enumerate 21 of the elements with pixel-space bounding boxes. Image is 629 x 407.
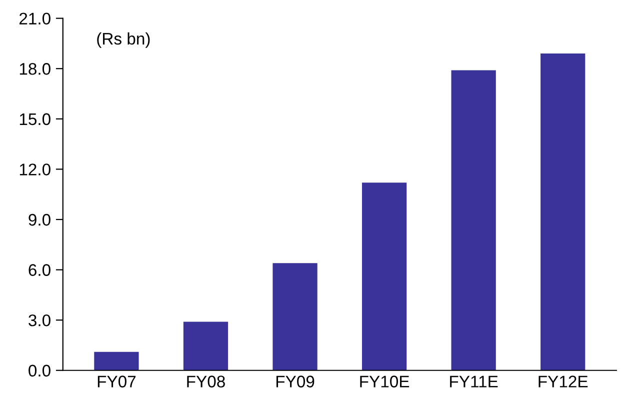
- bar: [362, 182, 407, 370]
- y-tick-label: 18.0: [20, 63, 50, 75]
- y-tick-label: 15.0: [20, 113, 50, 126]
- y-tick-label: 9.0: [28, 214, 50, 226]
- y-tick-label: 12.0: [20, 164, 50, 176]
- bar: [183, 322, 228, 370]
- x-tick-label: FY10E: [360, 376, 410, 388]
- bar: [540, 54, 586, 370]
- y-tick-label: 3.0: [28, 314, 50, 326]
- y-tick-label: 0.0: [28, 364, 50, 377]
- x-tick-label: FY12E: [538, 376, 588, 388]
- x-tick-label: FY11E: [450, 376, 498, 388]
- x-tick-label: FY08: [187, 376, 225, 388]
- x-tick-label: FY09: [276, 376, 314, 388]
- y-tick-label: 21.0: [20, 12, 50, 25]
- bar: [94, 352, 139, 370]
- x-tick-label: FY07: [98, 376, 136, 388]
- bar: [451, 70, 496, 370]
- bar: [272, 263, 318, 370]
- annotation: (Rs bn): [97, 32, 150, 48]
- y-tick-label: 6.0: [28, 264, 50, 276]
